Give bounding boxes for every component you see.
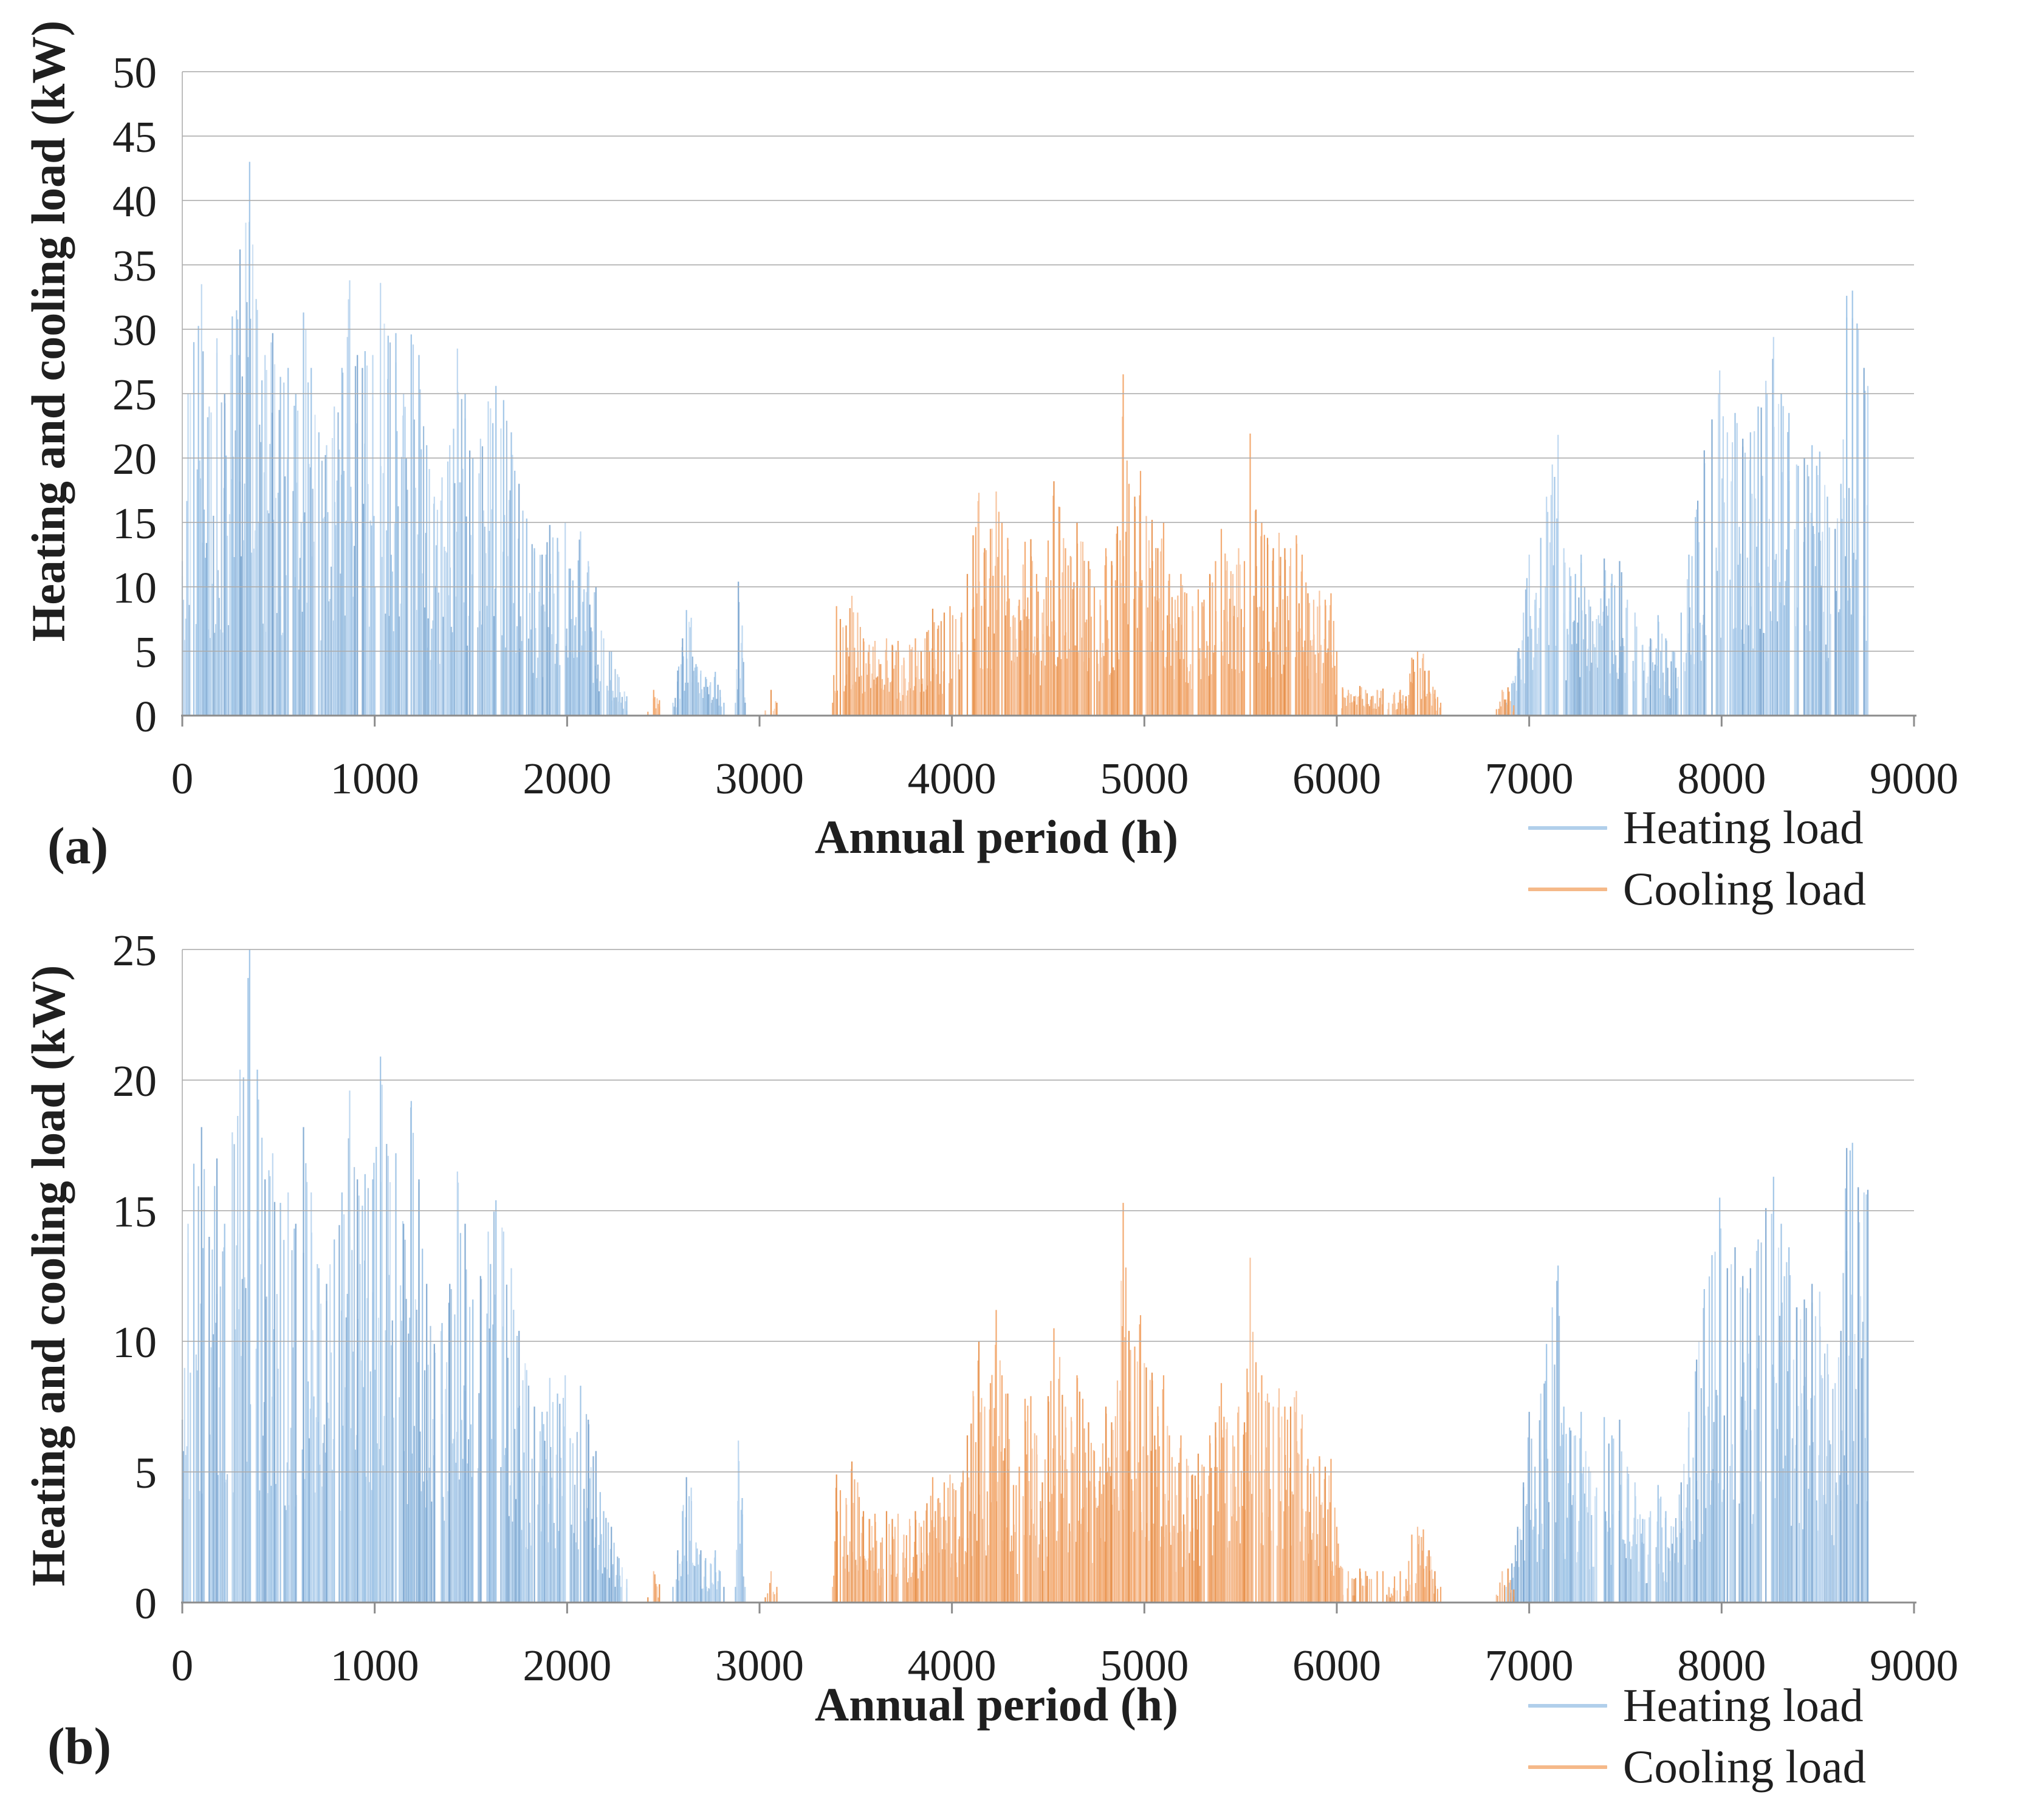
svg-text:35: 35 [112,241,157,290]
svg-text:5000: 5000 [1100,1641,1189,1690]
svg-text:50: 50 [112,48,157,97]
svg-text:20: 20 [112,434,157,484]
svg-text:9000: 9000 [1870,1641,1958,1690]
svg-text:15: 15 [112,499,157,548]
svg-text:1000: 1000 [331,1641,419,1690]
svg-text:3000: 3000 [715,754,804,803]
svg-text:2000: 2000 [523,754,611,803]
svg-text:1000: 1000 [331,754,419,803]
svg-text:3000: 3000 [715,1641,804,1690]
svg-text:5: 5 [135,628,157,677]
svg-text:20: 20 [112,1056,157,1106]
svg-text:30: 30 [112,306,157,355]
svg-text:8000: 8000 [1677,754,1766,803]
svg-text:7000: 7000 [1485,1641,1574,1690]
svg-text:4000: 4000 [908,1641,997,1690]
svg-text:9000: 9000 [1870,754,1958,803]
svg-text:0: 0 [135,692,157,741]
svg-text:25: 25 [112,370,157,419]
svg-text:7000: 7000 [1485,754,1574,803]
svg-text:0: 0 [171,1641,194,1690]
svg-text:4000: 4000 [908,754,997,803]
svg-text:2000: 2000 [523,1641,611,1690]
svg-text:40: 40 [112,177,157,226]
svg-text:0: 0 [135,1579,157,1628]
svg-text:5: 5 [135,1448,157,1497]
svg-text:6000: 6000 [1292,754,1381,803]
svg-text:6000: 6000 [1292,1641,1381,1690]
svg-text:45: 45 [112,112,157,162]
svg-text:5000: 5000 [1100,754,1189,803]
svg-text:15: 15 [112,1187,157,1236]
svg-text:0: 0 [171,754,194,803]
svg-text:10: 10 [112,1318,157,1367]
svg-text:10: 10 [112,563,157,612]
svg-text:8000: 8000 [1677,1641,1766,1690]
svg-text:25: 25 [112,926,157,975]
